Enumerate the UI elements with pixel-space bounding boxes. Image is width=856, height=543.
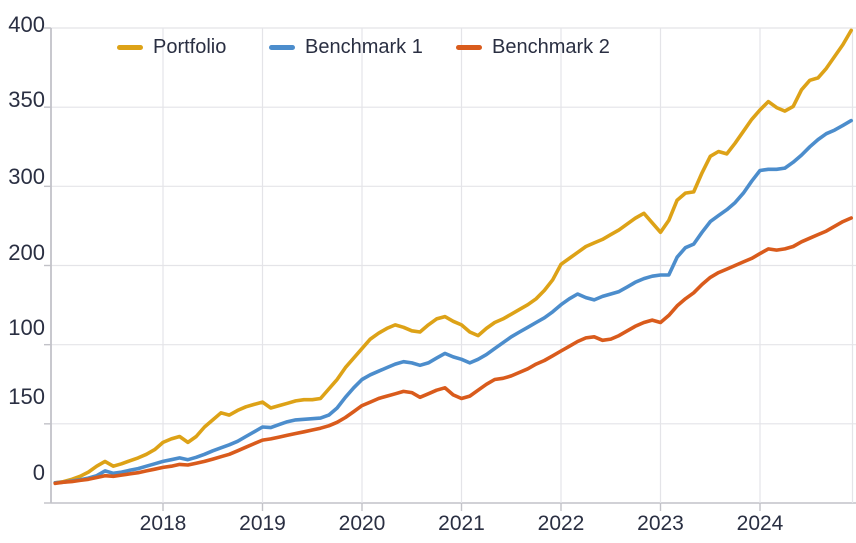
y-axis-label: 300 — [8, 164, 45, 189]
legend-label-benchmark-2: Benchmark 2 — [492, 36, 610, 58]
y-axis-label: 350 — [8, 87, 45, 112]
x-axis-label: 2018 — [139, 512, 187, 535]
y-axis-label: 400 — [8, 12, 45, 37]
legend-item-benchmark-2[interactable]: Benchmark 2 — [456, 35, 610, 59]
vertical-gridlines — [162, 28, 854, 511]
legend-label-portfolio: Portfolio — [153, 36, 227, 58]
x-axis-label: 2024 — [736, 512, 784, 535]
x-axis-label: 2019 — [239, 512, 286, 535]
x-axis-label: 2023 — [637, 512, 684, 535]
horizontal-gridlines — [44, 27, 856, 504]
series-line-benchmark-2 — [53, 216, 854, 486]
benchmark-2-swatch-icon — [456, 44, 482, 50]
x-axis-label: 2021 — [438, 512, 485, 535]
y-axis-label: 200 — [8, 240, 45, 265]
y-axis-label: 100 — [8, 315, 45, 340]
x-axis-label: 2020 — [338, 512, 386, 535]
legend-label-benchmark-1: Benchmark 1 — [305, 36, 423, 58]
benchmark-1-swatch-icon — [269, 44, 295, 50]
series-line-benchmark-1 — [53, 118, 854, 485]
legend-item-benchmark-1[interactable]: Benchmark 1 — [269, 35, 423, 59]
legend-item-portfolio[interactable]: Portfolio — [117, 35, 226, 59]
portfolio-swatch-icon — [117, 44, 143, 50]
y-axis-label: 150 — [8, 384, 45, 409]
y-axis-label: 0 — [32, 460, 45, 485]
x-axis-label: 2022 — [537, 512, 585, 535]
series-line-portfolio — [53, 28, 854, 485]
